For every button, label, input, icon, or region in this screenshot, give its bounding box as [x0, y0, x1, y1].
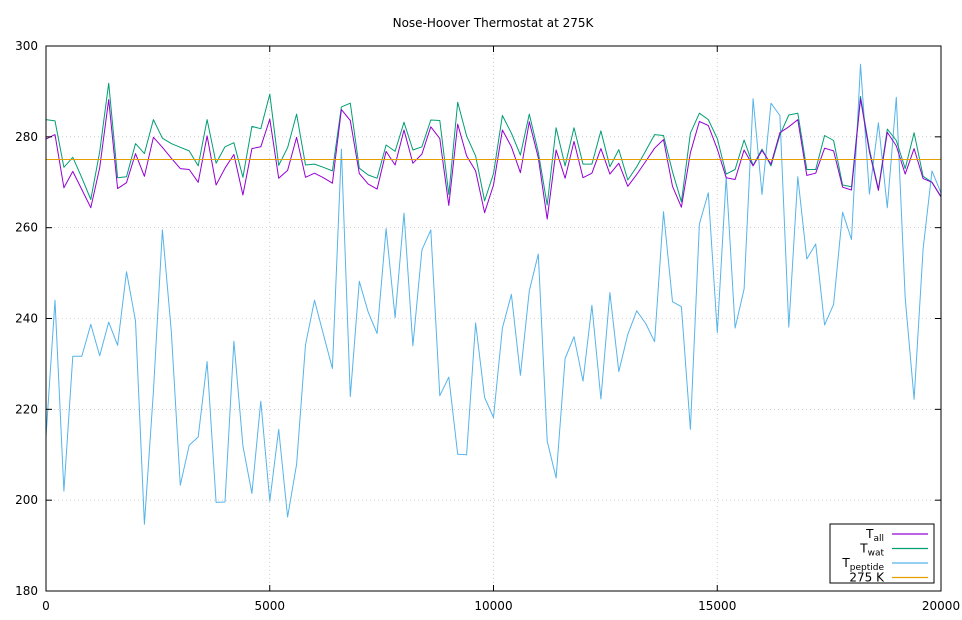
legend-label-sub: wat: [868, 549, 885, 559]
legend-label: Tall: [865, 527, 884, 544]
grid: [46, 46, 941, 591]
x-tick-label: 0: [42, 599, 50, 613]
y-tick-label: 200: [15, 493, 38, 507]
legend-label-main: T: [865, 527, 874, 541]
legend-label-sub: all: [873, 534, 884, 544]
legend-label: Tpeptide: [841, 556, 884, 573]
legend-label: 275 K: [849, 571, 885, 585]
chart-title: Nose-Hoover Thermostat at 275K: [393, 16, 595, 30]
series-line-t-wat: [45, 82, 942, 206]
y-tick-label: 280: [15, 130, 38, 144]
legend-label-main: 275 K: [849, 571, 885, 585]
y-tick-label: 300: [15, 39, 38, 53]
series-layer: [45, 63, 942, 525]
y-tick-label: 240: [15, 312, 38, 326]
legend-label: Twat: [859, 542, 884, 559]
x-tick-label: 10000: [474, 599, 512, 613]
series-line-t-peptide: [45, 63, 942, 525]
x-tick-label: 15000: [698, 599, 736, 613]
y-tick-label: 220: [15, 402, 38, 416]
legend-label-sub: peptide: [850, 563, 885, 573]
x-tick-label: 20000: [922, 599, 960, 613]
series-line-t-all: [45, 98, 942, 220]
y-tick-label: 260: [15, 221, 38, 235]
x-tick-label: 5000: [254, 599, 285, 613]
legend-label-main: T: [859, 542, 868, 556]
legend-label-main: T: [841, 556, 850, 570]
axis-ticks: 180 200 220 240 260 280 300 0 5000 10000 15000 2000…: [15, 39, 960, 613]
y-tick-label: 180: [15, 584, 38, 598]
